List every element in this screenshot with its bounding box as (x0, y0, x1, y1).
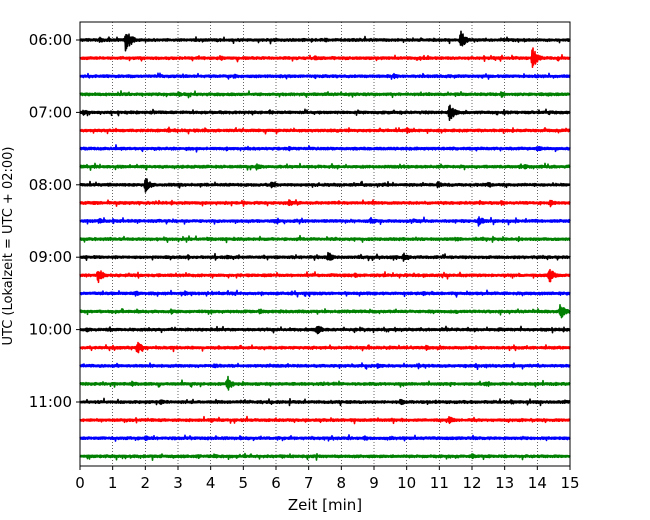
seismic-trace (79, 434, 571, 442)
x-axis: 0 1 2 3 4 5 6 7 8 9 10 11 12 13 14 15 (75, 466, 580, 492)
seismic-trace (79, 199, 571, 208)
x-tick-label: 8 (337, 474, 347, 492)
x-tick-label: 10 (397, 474, 416, 492)
seismic-trace (79, 362, 571, 371)
x-tick-label: 15 (560, 474, 579, 492)
x-axis-title: Zeit [min] (288, 496, 362, 514)
seismic-trace (79, 325, 571, 335)
x-tick-label: 6 (271, 474, 281, 492)
seismic-trace (79, 415, 571, 425)
x-tick-label: 1 (108, 474, 118, 492)
trace-group (79, 30, 571, 461)
seismic-trace (79, 72, 571, 80)
seismic-trace (79, 375, 571, 391)
seismic-trace (79, 90, 571, 99)
x-tick-label: 11 (430, 474, 449, 492)
y-tick-label: 09:00 (29, 248, 72, 266)
x-tick-label: 5 (239, 474, 249, 492)
y-tick-label: 11:00 (29, 393, 72, 411)
y-axis: 06:00 07:00 08:00 09:00 10:00 11:00 (29, 31, 80, 411)
seismic-trace (79, 234, 571, 244)
x-tick-label: 3 (173, 474, 183, 492)
seismic-trace (79, 341, 571, 354)
seismic-trace (79, 126, 571, 135)
y-tick-label: 07:00 (29, 103, 72, 121)
x-tick-label: 14 (528, 474, 547, 492)
x-tick-label: 2 (141, 474, 151, 492)
seismic-trace (79, 304, 571, 319)
y-axis-title: UTC (Lokalzeit = UTC + 02:00) (1, 147, 16, 346)
seismic-trace (79, 397, 571, 407)
seismic-trace (79, 30, 571, 52)
seismic-trace (79, 47, 571, 69)
y-tick-label: 06:00 (29, 31, 72, 49)
x-tick-label: 9 (369, 474, 379, 492)
seismic-trace (79, 216, 571, 227)
seismic-trace (79, 104, 571, 122)
x-tick-label: 7 (304, 474, 314, 492)
seismic-trace (79, 268, 571, 284)
seismic-trace (79, 144, 571, 153)
x-tick-label: 0 (75, 474, 85, 492)
seismic-trace (79, 251, 571, 262)
vertical-grid (112, 22, 538, 466)
x-tick-label: 12 (462, 474, 481, 492)
y-tick-label: 08:00 (29, 176, 72, 194)
seismic-trace (79, 289, 571, 298)
seismic-trace (79, 178, 571, 193)
seismic-trace (79, 452, 571, 461)
x-tick-label: 13 (495, 474, 514, 492)
plot-frame (79, 21, 571, 467)
x-tick-label: 4 (206, 474, 216, 492)
seismic-trace (79, 162, 571, 171)
y-tick-label: 10:00 (29, 321, 72, 339)
